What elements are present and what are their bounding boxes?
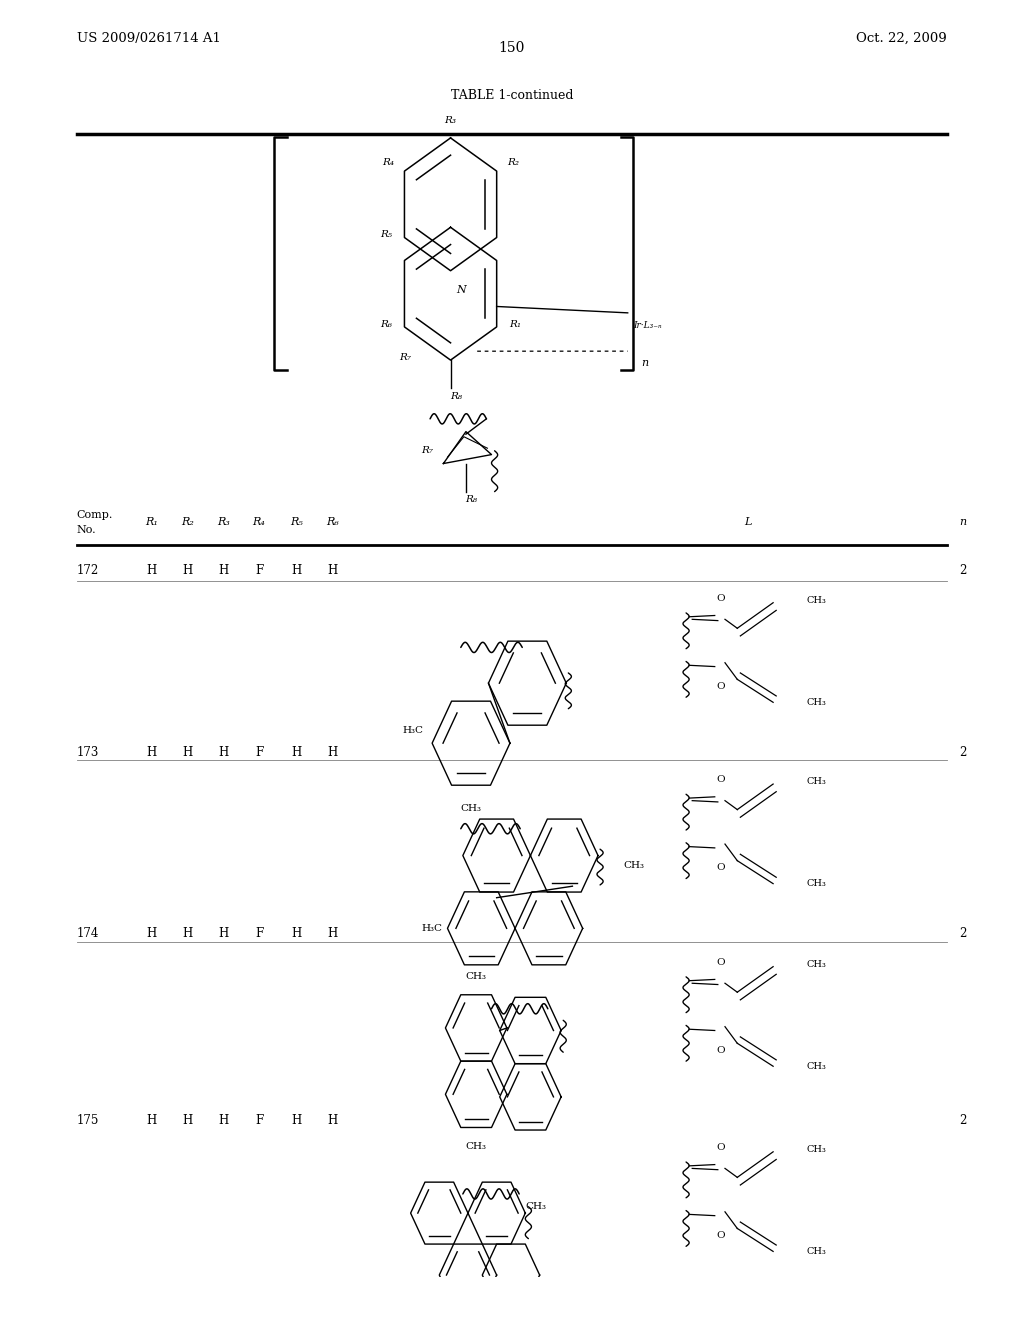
Text: H: H — [218, 746, 228, 759]
Text: CH₃: CH₃ — [525, 1203, 547, 1212]
Text: R₈: R₈ — [465, 495, 477, 504]
Text: R₁: R₁ — [509, 319, 521, 329]
Text: Oct. 22, 2009: Oct. 22, 2009 — [856, 32, 947, 45]
Text: N: N — [456, 285, 466, 294]
Text: CH₃: CH₃ — [807, 960, 826, 969]
Text: H: H — [182, 565, 193, 577]
Text: R₂: R₂ — [507, 158, 519, 168]
Text: R₄: R₄ — [382, 158, 394, 168]
Text: R₄: R₄ — [253, 517, 265, 528]
Text: O: O — [717, 957, 725, 966]
Text: F: F — [255, 565, 263, 577]
Text: H: H — [146, 565, 157, 577]
Text: R₈: R₈ — [450, 392, 462, 401]
Text: 2: 2 — [958, 565, 967, 577]
Text: R₅: R₅ — [380, 231, 392, 239]
Text: n: n — [641, 358, 648, 368]
Text: R₅: R₅ — [291, 517, 303, 528]
Text: CH₃: CH₃ — [807, 1144, 826, 1154]
Text: H: H — [292, 1114, 302, 1126]
Text: H: H — [146, 927, 157, 940]
Text: O: O — [717, 1232, 725, 1239]
Text: CH₃: CH₃ — [807, 879, 826, 888]
Text: L: L — [743, 517, 752, 528]
Text: H: H — [218, 1114, 228, 1126]
Text: US 2009/0261714 A1: US 2009/0261714 A1 — [77, 32, 221, 45]
Text: CH₃: CH₃ — [807, 1247, 826, 1255]
Text: O: O — [717, 594, 725, 603]
Text: n: n — [959, 517, 966, 528]
Text: H: H — [182, 746, 193, 759]
Text: F: F — [255, 1114, 263, 1126]
Text: H₃C: H₃C — [402, 726, 424, 735]
Text: R₇: R₇ — [399, 352, 412, 362]
Text: R₃: R₃ — [444, 116, 457, 125]
Text: F: F — [255, 927, 263, 940]
Text: No.: No. — [77, 525, 96, 535]
Text: H: H — [292, 927, 302, 940]
Text: CH₃: CH₃ — [466, 1142, 486, 1151]
Text: 150: 150 — [499, 41, 525, 55]
Text: O: O — [717, 1143, 725, 1152]
Text: H: H — [146, 746, 157, 759]
Text: 174: 174 — [77, 927, 99, 940]
Text: CH₃: CH₃ — [807, 777, 826, 785]
Text: CH₃: CH₃ — [624, 861, 645, 870]
Text: H: H — [218, 565, 228, 577]
Text: R₇: R₇ — [421, 446, 433, 455]
Text: H: H — [182, 927, 193, 940]
Text: H: H — [182, 1114, 193, 1126]
Text: R₁: R₁ — [145, 517, 158, 528]
Text: H: H — [292, 565, 302, 577]
Text: H: H — [292, 746, 302, 759]
Text: Ir·L₃₋ₙ: Ir·L₃₋ₙ — [633, 321, 662, 330]
Text: 2: 2 — [958, 746, 967, 759]
Text: CH₃: CH₃ — [466, 972, 486, 981]
Text: CH₃: CH₃ — [807, 698, 826, 706]
Text: Comp.: Comp. — [77, 510, 114, 520]
Text: H₃C: H₃C — [421, 924, 442, 933]
Text: 2: 2 — [958, 927, 967, 940]
Text: 173: 173 — [77, 746, 99, 759]
Text: R₂: R₂ — [181, 517, 194, 528]
Text: 2: 2 — [958, 1114, 967, 1126]
Text: O: O — [717, 1045, 725, 1055]
Text: R₆: R₆ — [327, 517, 339, 528]
Text: O: O — [717, 775, 725, 784]
Text: CH₃: CH₃ — [461, 804, 481, 813]
Text: F: F — [255, 746, 263, 759]
Text: H: H — [218, 927, 228, 940]
Text: 175: 175 — [77, 1114, 99, 1126]
Text: H: H — [328, 746, 338, 759]
Text: CH₃: CH₃ — [807, 595, 826, 605]
Text: R₆: R₆ — [380, 319, 392, 329]
Text: R₃: R₃ — [217, 517, 229, 528]
Text: H: H — [328, 1114, 338, 1126]
Text: CH₃: CH₃ — [807, 1061, 826, 1071]
Text: H: H — [146, 1114, 157, 1126]
Text: O: O — [717, 863, 725, 873]
Text: O: O — [717, 682, 725, 690]
Text: H: H — [328, 927, 338, 940]
Text: TABLE 1-continued: TABLE 1-continued — [451, 90, 573, 103]
Text: 172: 172 — [77, 565, 99, 577]
Text: H: H — [328, 565, 338, 577]
